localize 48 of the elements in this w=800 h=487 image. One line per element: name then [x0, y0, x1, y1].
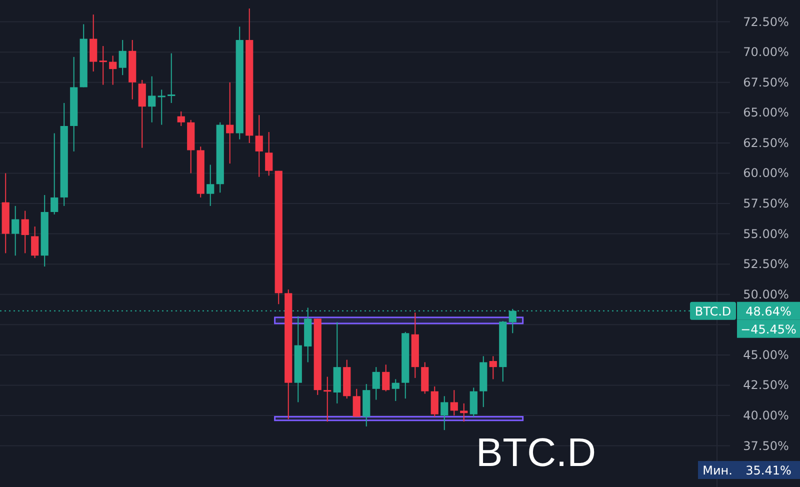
candlestick	[118, 39, 126, 76]
candlestick	[138, 79, 146, 148]
candlestick	[440, 396, 448, 431]
candlestick	[450, 390, 458, 416]
text: −45.45%	[740, 322, 796, 336]
candlestick	[50, 132, 58, 215]
y-tick-label: 40.00%	[743, 408, 789, 423]
text: Мин.	[702, 464, 732, 478]
y-tick-label: 72.50%	[743, 14, 789, 29]
text: 35.41%	[746, 464, 792, 478]
candlestick	[12, 205, 20, 256]
y-tick-label: 67.50%	[743, 75, 789, 90]
text: BTC.D	[476, 431, 596, 475]
candlestick	[382, 364, 390, 392]
candlestick	[352, 388, 360, 418]
candlestick	[430, 386, 438, 418]
candlestick	[99, 46, 107, 86]
candlestick	[109, 55, 117, 86]
candlestick	[206, 164, 214, 206]
y-tick-label: 42.50%	[743, 378, 789, 392]
y-tick-label: 45.00%	[743, 348, 789, 362]
ref-line-label: BTC.D	[694, 304, 732, 318]
candlestick	[177, 110, 185, 126]
candlestick	[265, 132, 273, 176]
candlestick	[226, 82, 234, 164]
y-tick-label: 57.50%	[743, 196, 789, 211]
y-tick-label: 52.50%	[743, 257, 789, 272]
y-tick-label: 60.00%	[743, 166, 789, 180]
candlestick	[324, 376, 332, 422]
candlestick	[168, 52, 176, 104]
y-tick-label: 62.50%	[743, 136, 789, 150]
y-tick-label: 50.00%	[743, 287, 789, 302]
candlestick	[21, 210, 29, 254]
candlestick	[470, 387, 478, 418]
candlestick	[148, 76, 156, 123]
candlestick	[90, 14, 98, 72]
y-tick-label: 55.00%	[743, 226, 789, 241]
text: 48.64%	[746, 304, 792, 318]
y-tick-label: 37.50%	[743, 438, 789, 453]
candlestick	[255, 114, 263, 178]
candlestick	[158, 89, 166, 126]
candlestick	[31, 226, 39, 259]
y-tick-label: 70.00%	[743, 45, 789, 60]
candlestick	[392, 378, 400, 402]
candlestick	[460, 402, 468, 422]
candlestick	[489, 356, 497, 380]
y-tick-label: 65.00%	[743, 106, 789, 120]
candlestick	[372, 366, 380, 400]
